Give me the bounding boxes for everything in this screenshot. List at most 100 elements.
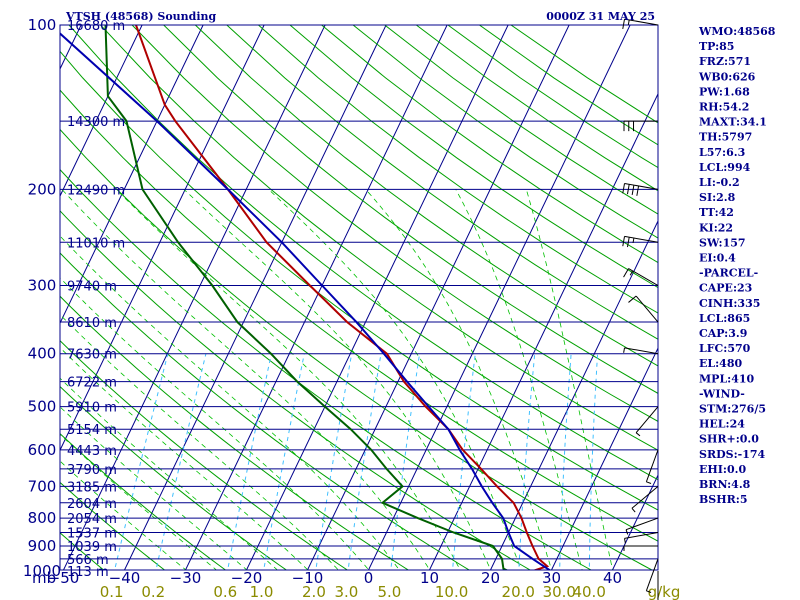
moist-adiabat-line bbox=[61, 189, 431, 570]
dry-adiabat-line bbox=[100, 25, 658, 451]
plot-frame bbox=[59, 24, 659, 571]
pressure-label: 800 bbox=[28, 509, 57, 527]
wind-barb bbox=[645, 558, 659, 593]
height-label: 1039 m bbox=[67, 540, 117, 555]
mixing-ratio-line bbox=[347, 353, 382, 570]
dry-adiabat-line bbox=[258, 25, 658, 314]
dry-adiabat-line bbox=[60, 89, 658, 542]
wind-barb bbox=[635, 406, 659, 437]
height-label: 3185 m bbox=[67, 480, 117, 495]
index-line: EHI:0.0 bbox=[699, 463, 746, 476]
index-line: STM:276/5 bbox=[699, 403, 766, 416]
dry-adiabat-line bbox=[226, 25, 658, 340]
wind-barb bbox=[622, 235, 659, 248]
moist-adiabat-line bbox=[525, 189, 614, 570]
index-line: LI:-0.2 bbox=[699, 176, 740, 189]
moist-adiabat-line bbox=[60, 235, 400, 570]
mixing-ratio-label: 30.0 bbox=[543, 583, 576, 600]
index-line: SW:157 bbox=[699, 236, 746, 249]
mixing-ratio-label: 0.2 bbox=[141, 583, 165, 600]
pressure-label: 400 bbox=[28, 345, 57, 363]
index-line: CAP:3.9 bbox=[699, 327, 747, 340]
wind-barb bbox=[624, 531, 659, 544]
index-line: SRDS:-174 bbox=[699, 448, 766, 461]
moist-adiabat-line bbox=[183, 189, 492, 570]
mixing-ratio-label: 2.0 bbox=[302, 583, 326, 600]
height-label: 2604 m bbox=[67, 497, 117, 512]
temperature-label: 30 bbox=[542, 569, 561, 587]
height-label: 9740 m bbox=[67, 280, 117, 295]
pressure-label: 900 bbox=[28, 537, 57, 555]
index-line: TT:42 bbox=[699, 206, 734, 219]
parcel-profile bbox=[60, 32, 552, 570]
isotherm-line bbox=[63, 25, 326, 570]
height-label: 12490 m bbox=[67, 183, 125, 198]
moist-adiabat-line bbox=[268, 189, 522, 570]
dry-adiabat-line bbox=[60, 340, 349, 570]
wind-barb bbox=[623, 268, 659, 286]
dry-adiabat-line bbox=[60, 252, 471, 570]
temperature-label: −50 bbox=[48, 569, 80, 587]
mixing-ratio-line bbox=[263, 353, 305, 570]
isotherm-line bbox=[307, 25, 570, 570]
dry-adiabat-line bbox=[60, 432, 227, 570]
pressure-label: 500 bbox=[28, 398, 57, 416]
moist-adiabat-line bbox=[60, 347, 309, 570]
height-label: 6722 m bbox=[67, 376, 117, 391]
index-line: TH:5797 bbox=[699, 131, 752, 144]
height-label: 11010 m bbox=[67, 236, 125, 251]
index-line: WMO:48568 bbox=[698, 25, 776, 38]
index-line: WB0:626 bbox=[698, 70, 756, 83]
dry-adiabat-line bbox=[163, 25, 658, 394]
index-line: LCL:994 bbox=[699, 161, 751, 174]
wind-barb bbox=[623, 120, 658, 132]
wind-barb bbox=[645, 449, 659, 485]
dry-adiabat-line bbox=[60, 128, 653, 570]
moist-adiabat-line bbox=[115, 189, 461, 570]
wind-barb bbox=[628, 295, 659, 323]
mixing-ratio-line bbox=[155, 353, 207, 570]
mixing-ratio-line bbox=[559, 353, 572, 570]
dry-adiabat-line bbox=[289, 25, 658, 289]
chart-datetime: 0000Z 31 MAY 25 bbox=[546, 10, 655, 23]
temperature-label: 10 bbox=[420, 569, 439, 587]
height-label: 113 m bbox=[67, 565, 109, 580]
index-line: HEL:24 bbox=[699, 418, 745, 431]
index-line: KI:22 bbox=[699, 221, 733, 234]
moist-adiabat-line bbox=[60, 406, 248, 570]
dry-adiabat-line bbox=[60, 295, 410, 570]
index-line: BSHR:5 bbox=[699, 493, 748, 506]
index-line: SI:2.8 bbox=[699, 191, 736, 204]
mixing-ratio-label: 40.0 bbox=[572, 583, 605, 600]
mixing-ratio-label: 0.1 bbox=[100, 583, 124, 600]
wind-barb bbox=[625, 517, 659, 535]
height-label: 5910 m bbox=[67, 401, 117, 416]
index-line: MAXT:34.1 bbox=[699, 116, 767, 129]
wind-barb bbox=[657, 571, 659, 600]
wind-barb bbox=[623, 545, 658, 552]
wind-barb bbox=[622, 18, 659, 30]
index-line: BRN:4.8 bbox=[699, 478, 751, 491]
index-line: L57:6.3 bbox=[699, 146, 745, 159]
pressure-unit: mb bbox=[32, 569, 56, 587]
mixing-ratio-line bbox=[518, 353, 536, 570]
dry-adiabat-line bbox=[68, 25, 658, 481]
height-label: 16680 m bbox=[67, 19, 125, 34]
index-line: RH:54.2 bbox=[699, 101, 749, 114]
dry-adiabat-line bbox=[131, 25, 658, 422]
pressure-label: 300 bbox=[28, 277, 57, 295]
mixing-ratio-line bbox=[588, 353, 599, 570]
isotherm-line bbox=[60, 25, 143, 198]
index-line: -PARCEL- bbox=[699, 267, 758, 280]
index-line: FRZ:571 bbox=[699, 55, 751, 68]
height-label: 4443 m bbox=[67, 444, 117, 459]
isotherm-line bbox=[60, 25, 265, 452]
isotherm-line bbox=[490, 219, 658, 570]
temperature-label: −30 bbox=[170, 569, 202, 587]
isotherm-line bbox=[124, 25, 387, 570]
dry-adiabat-line bbox=[194, 25, 658, 367]
mixing-ratio-line bbox=[390, 353, 421, 570]
index-line: MPL:410 bbox=[699, 372, 755, 385]
